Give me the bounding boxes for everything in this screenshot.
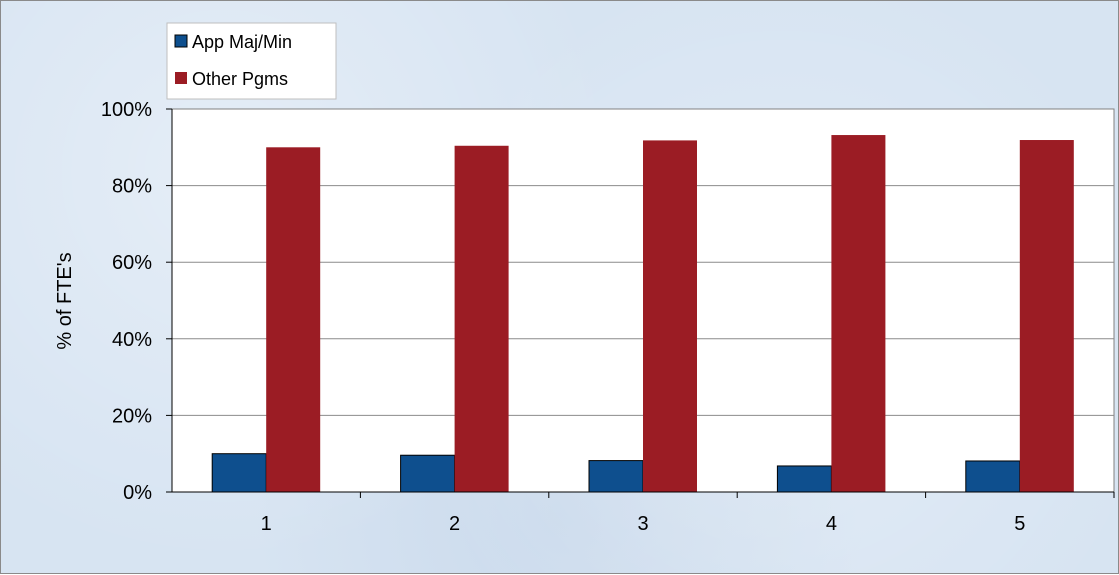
legend-swatch-app-maj-min bbox=[174, 34, 188, 48]
bar-other-pgms bbox=[1019, 140, 1074, 492]
legend-box bbox=[166, 22, 337, 100]
axes: 0% 20% 40% 60% 80% 100% 1 2 3 4 5 bbox=[101, 99, 1115, 535]
x-tick-label: 5 bbox=[1014, 513, 1025, 535]
bar-app-maj-min bbox=[588, 460, 644, 493]
bars bbox=[211, 135, 1074, 493]
bar-app-maj-min bbox=[211, 453, 267, 493]
y-tick-label: 100% bbox=[101, 99, 152, 121]
x-tick-label: 3 bbox=[637, 513, 648, 535]
y-tick-label: 20% bbox=[112, 405, 152, 427]
bar-other-pgms bbox=[266, 147, 321, 493]
y-tick-label: 40% bbox=[112, 329, 152, 351]
y-tick-label: 60% bbox=[112, 252, 152, 274]
legend-label-app-maj-min: App Maj/Min bbox=[192, 32, 292, 52]
bar-other-pgms bbox=[454, 145, 509, 492]
y-tick-label: 0% bbox=[123, 482, 152, 504]
legend-label-other-pgms: Other Pgms bbox=[192, 69, 288, 89]
bar-other-pgms bbox=[831, 135, 886, 492]
x-tick-label: 4 bbox=[826, 513, 837, 535]
legend-swatch-other-pgms bbox=[175, 72, 187, 84]
y-tick-label: 80% bbox=[112, 176, 152, 198]
bar-app-maj-min bbox=[965, 460, 1021, 493]
bar-other-pgms bbox=[643, 140, 697, 492]
bar-app-maj-min bbox=[400, 454, 456, 493]
x-tick-label: 1 bbox=[261, 513, 272, 535]
legend: App Maj/Min Other Pgms bbox=[166, 22, 337, 100]
bar-app-maj-min bbox=[776, 465, 832, 493]
x-tick-label: 2 bbox=[449, 513, 460, 535]
y-axis-title: % of FTE's bbox=[54, 252, 76, 349]
